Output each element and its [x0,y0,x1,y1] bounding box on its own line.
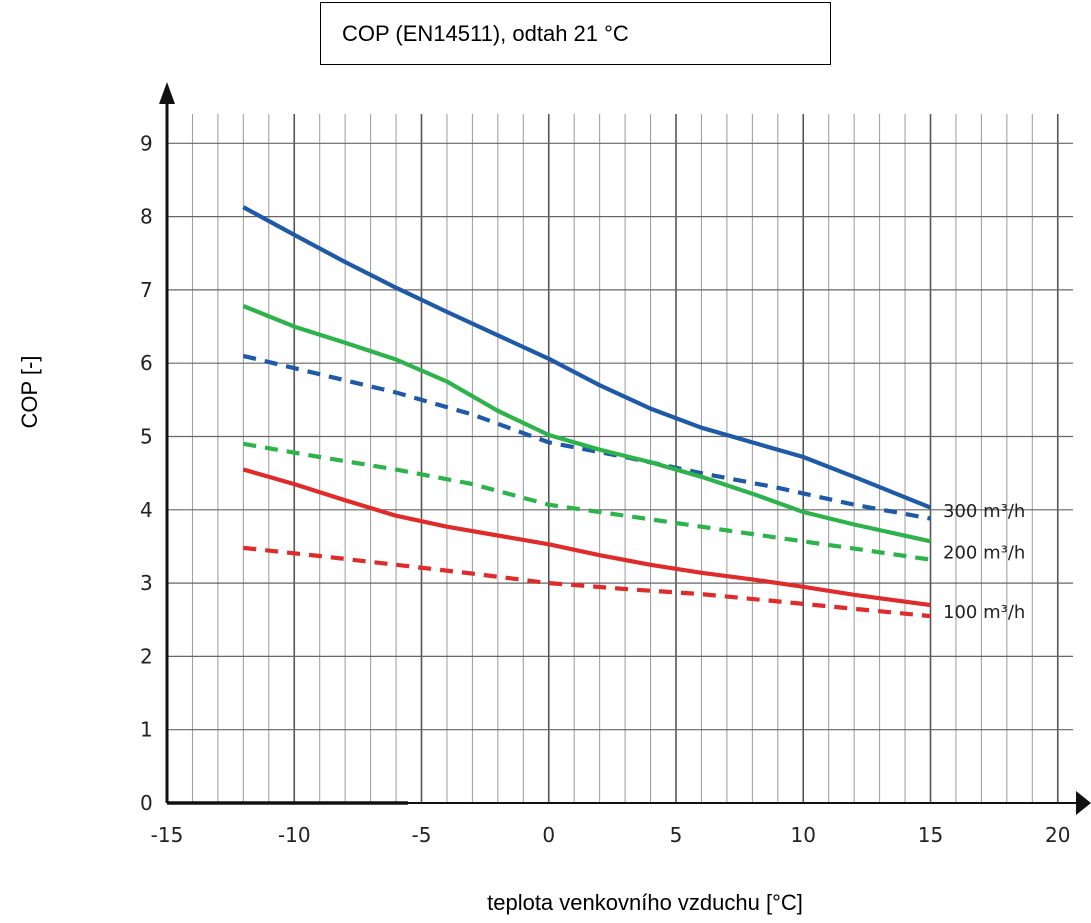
y-tick-label: 9 [140,131,153,155]
y-tick-label: 5 [140,425,153,449]
y-tick-label: 1 [140,718,153,742]
series-lines [242,205,932,619]
axes [159,82,1091,815]
y-tick-label: 0 [140,791,153,815]
x-tick-label: 15 [918,823,943,847]
x-tick-label: -15 [151,823,184,847]
x-tick-label: 10 [791,823,816,847]
y-axis-arrow [159,82,175,104]
series-line [242,467,931,608]
x-tick-label: 0 [542,823,555,847]
tick-labels: 0 1 2 3 4 5 6 7 8 9 -15 -10 -5 0 5 10 15 20 [140,131,1070,847]
y-tick-label: 6 [140,351,153,375]
series-label: 300 m³/h [943,501,1025,522]
y-tick-label: 8 [140,205,153,229]
y-tick-label: 7 [140,278,153,302]
series-label: 200 m³/h [943,543,1025,564]
series-line [242,205,932,510]
series-line [242,353,931,521]
chart-title: COP (EN14511), odtah 21 °C [342,20,629,46]
y-tick-label: 4 [140,498,153,522]
x-axis-arrow [1076,791,1091,815]
x-axis-label: teplota venkovního vzduchu [°C] [487,890,803,915]
series-line [243,545,931,619]
series-labels: 300 m³/h 200 m³/h 100 m³/h [943,501,1025,623]
x-tick-label: -10 [278,823,311,847]
grid [167,113,1074,803]
series-line [242,441,931,562]
series-label: 100 m³/h [943,602,1025,623]
x-tick-label: 20 [1045,823,1070,847]
x-tick-label: -5 [412,823,432,847]
y-tick-label: 3 [140,571,153,595]
series-line [242,304,931,544]
chart-title-box: COP (EN14511), odtah 21 °C [320,2,831,65]
y-tick-label: 2 [140,644,153,668]
x-tick-label: 5 [670,823,683,847]
